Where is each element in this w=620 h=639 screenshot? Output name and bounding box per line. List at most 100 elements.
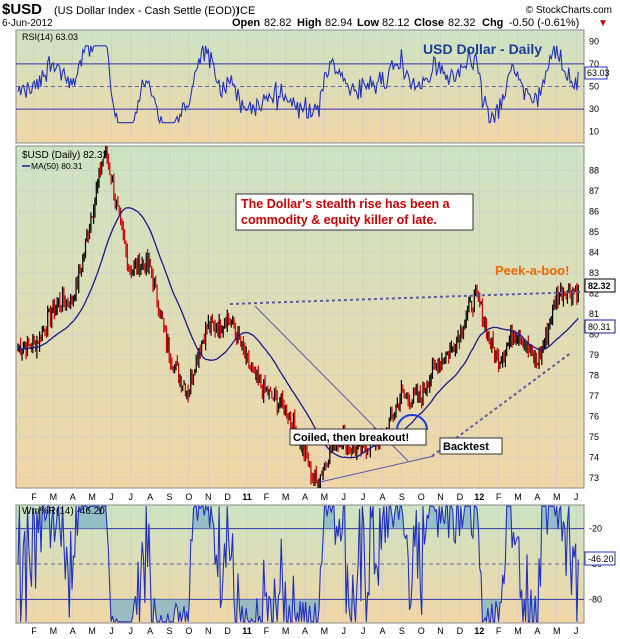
x-tick-label: 12 [474, 492, 484, 502]
price-x-axis: F M A M J J A S O N D 11 F M A M J J A S O N D 12 F M A M J [31, 492, 578, 502]
ma50-series [17, 207, 579, 459]
x-tick-label: J [361, 492, 366, 502]
x-tick-label: J [361, 626, 366, 636]
x-tick-label: F [31, 492, 37, 502]
willr-last-value: -46.20 [588, 554, 614, 564]
source-label: © StockCharts.com [526, 5, 612, 16]
chart-header: $USD (US Dollar Index - Cash Settle (EOD… [2, 1, 612, 29]
rsi-tick-label: 70 [589, 59, 599, 69]
price-tick-label: 78 [589, 370, 599, 380]
price-tick-label: 85 [589, 227, 599, 237]
close-value: 82.32 [448, 17, 476, 29]
open-label: Open [232, 17, 260, 29]
price-tick-label: 87 [589, 186, 599, 196]
willr-last-tag: -46.20 [584, 551, 616, 566]
price-tick-label: 79 [589, 350, 599, 360]
price-tick-label: 75 [589, 432, 599, 442]
x-tick-label: A [147, 626, 153, 636]
x-tick-label: J [129, 492, 134, 502]
x-tick-label: S [399, 626, 405, 636]
price-tick-label: 80 [589, 329, 599, 339]
ma-legend: MA(50) 80.31 [31, 161, 83, 171]
price-tick-label: 88 [589, 166, 599, 176]
x-tick-label: M [321, 492, 329, 502]
price-tick-label: 81 [589, 309, 599, 319]
willr-x-axis: F M A M J J A S O N D 11 F M A M J J A S O N D 12 F M A M J [31, 626, 578, 636]
peek-annotation: Peek-a-boo! [495, 263, 569, 278]
price-legend: $USD (Daily) 82.32 [22, 150, 109, 161]
ma50-line [17, 207, 579, 459]
x-tick-label: A [379, 626, 385, 636]
x-tick-label: J [574, 626, 579, 636]
price-tick-label: 83 [589, 268, 599, 278]
x-tick-label: J [109, 626, 114, 636]
price-tick-label: 86 [589, 207, 599, 217]
breakout-circle-icon [396, 414, 428, 431]
x-tick-label: A [379, 492, 385, 502]
high-value: 82.94 [325, 17, 353, 29]
annotation-line-1: The Dollar's stealth rise has been a [241, 197, 451, 211]
x-tick-label: S [167, 626, 173, 636]
x-tick-label: N [205, 626, 212, 636]
x-tick-label: S [399, 492, 405, 502]
x-tick-label: 11 [242, 626, 252, 636]
x-tick-label: O [185, 492, 192, 502]
x-tick-label: J [342, 492, 347, 502]
x-tick-label: O [418, 492, 425, 502]
change-label: Chg [482, 17, 503, 29]
willr-tick-label: -20 [589, 524, 602, 534]
backtest-text: Backtest [443, 441, 489, 453]
triangle-lower-line [319, 455, 435, 483]
willr-line [17, 505, 579, 623]
willr-legend: Wm%R(14) -46.20 [22, 506, 105, 517]
low-value: 82.12 [382, 17, 410, 29]
x-tick-label: J [574, 492, 579, 502]
x-tick-label: J [129, 626, 134, 636]
x-tick-label: M [514, 626, 522, 636]
annotation-line-2: commodity & equity killer of late. [241, 213, 437, 227]
x-tick-label: D [224, 626, 231, 636]
ma-last-tag: 80.31 [584, 319, 616, 334]
x-tick-label: O [185, 626, 192, 636]
x-tick-label: D [224, 492, 231, 502]
rsi-last-value: 63.03 [587, 68, 610, 78]
x-tick-label: N [205, 492, 212, 502]
x-tick-label: O [418, 626, 425, 636]
x-tick-label: 11 [242, 492, 252, 502]
x-tick-label: A [70, 626, 76, 636]
willr-series [17, 505, 579, 623]
x-tick-label: F [31, 626, 37, 636]
rsi-series [17, 45, 579, 125]
x-tick-label: J [342, 626, 347, 636]
x-tick-label: F [496, 626, 502, 636]
instrument-name: (US Dollar Index - Cash Settle (EOD)) [54, 5, 239, 17]
symbol-label: $USD [2, 1, 42, 18]
x-tick-label: S [167, 492, 173, 502]
price-last-tag: 82.32 [584, 278, 616, 293]
x-tick-label: F [496, 492, 502, 502]
x-tick-label: A [70, 492, 76, 502]
x-tick-label: M [50, 626, 58, 636]
x-tick-label: J [109, 492, 114, 502]
high-label: High [297, 17, 322, 29]
rsi-last-tag: 63.03 [584, 66, 610, 80]
price-tick-label: 73 [589, 473, 599, 483]
x-tick-label: A [302, 492, 308, 502]
ma-last-value: 80.31 [588, 322, 611, 332]
exchange-label: ICE [237, 5, 255, 17]
willr-overbought-zone [18, 506, 579, 529]
x-tick-label: M [553, 492, 561, 502]
close-label: Close [414, 17, 444, 29]
coiled-annotation: Coiled, then breakout! [289, 428, 427, 446]
x-tick-label: A [534, 626, 540, 636]
x-tick-label: D [457, 492, 464, 502]
price-tick-label: 84 [589, 247, 599, 257]
main-annotation: The Dollar's stealth rise has been a com… [235, 193, 474, 231]
chart-date: 6-Jun-2012 [2, 18, 53, 29]
backtest-annotation: Backtest [439, 437, 503, 455]
price-tick-label: 77 [589, 391, 599, 401]
low-label: Low [357, 17, 379, 29]
price-tick-label: 82 [589, 288, 599, 298]
price-axis: 88 87 86 85 84 83 82 81 80 79 78 77 76 75 74 73 [589, 166, 599, 483]
x-tick-label: M [88, 492, 96, 502]
